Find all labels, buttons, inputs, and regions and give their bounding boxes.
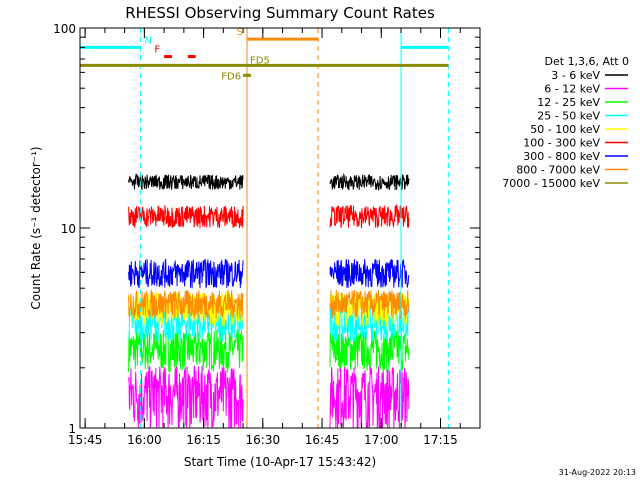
series-line [329, 173, 410, 191]
axes: 15:45 16:00 16:15 16:30 16:45 17:00 17:15 1 10 10… [53, 22, 481, 447]
footer-date: 31-Aug-2022 20:13 [559, 468, 636, 477]
flag-label: FD6 [221, 71, 241, 82]
y-tick-label: 100 [53, 22, 76, 36]
flag-label: F [154, 45, 160, 56]
series-line [128, 172, 244, 190]
series-line [329, 289, 410, 320]
series-line [128, 258, 244, 289]
series-line [329, 329, 410, 373]
legend-label: 100 - 300 keV [523, 137, 600, 150]
series-line [329, 258, 410, 288]
legend-label: 300 - 800 keV [523, 150, 600, 163]
series-line [128, 205, 244, 229]
x-tick-label: 16:45 [305, 433, 340, 447]
legend-label: 3 - 6 keV [551, 69, 600, 82]
x-tick-label: 16:15 [186, 433, 221, 447]
x-tick-label: 17:00 [364, 433, 399, 447]
legend-label: 50 - 100 keV [530, 123, 600, 136]
series-line [128, 304, 244, 342]
legend-label: 25 - 50 keV [537, 110, 600, 123]
legend-header: Det 1,3,6, Att 0 [545, 55, 629, 68]
y-tick-label: 1 [68, 422, 76, 436]
x-tick-label: 16:30 [246, 433, 281, 447]
x-tick-label: 17:15 [423, 433, 458, 447]
flag-label: S [237, 27, 243, 38]
series-line [128, 288, 244, 320]
x-tick-label: 16:00 [127, 433, 162, 447]
y-axis-label: Count Rate (s⁻¹ detector⁻¹) [29, 146, 43, 309]
legend-label: 6 - 12 keV [544, 83, 600, 96]
plot-flags: N S F FD5 FD6 [79, 27, 449, 428]
x-axis-label: Start Time (10-Apr-17 15:43:42) [184, 455, 376, 469]
series-line [329, 366, 410, 429]
legend-label: 800 - 7000 keV [516, 164, 600, 177]
plot-data [128, 172, 410, 429]
flag-label: N [144, 35, 151, 46]
series-line [128, 365, 244, 429]
legend-label: 12 - 25 keV [537, 96, 600, 109]
series-line [329, 203, 410, 229]
x-tick-label: 15:45 [68, 433, 103, 447]
y-tick-label: 10 [61, 222, 76, 236]
chart-title: RHESSI Observing Summary Count Rates [125, 4, 435, 22]
legend-label: 7000 - 15000 keV [502, 177, 600, 190]
flag-label: FD5 [250, 55, 270, 66]
